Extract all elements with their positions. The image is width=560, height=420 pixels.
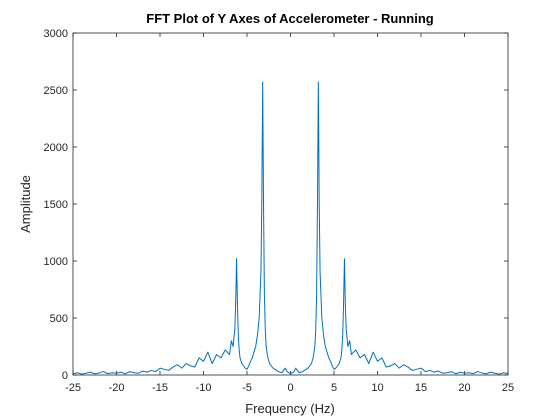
y-tick-label: 500 [50,313,68,325]
x-tick-label: -25 [65,382,81,394]
y-axis-label: Amplitude [18,175,33,233]
x-tick-label: -15 [152,382,168,394]
x-tick-label: -10 [196,382,212,394]
x-tick-label: 25 [502,382,514,394]
y-tick-label: 1000 [44,256,68,268]
y-tick-label: 2000 [44,142,68,154]
x-tick-label: 5 [331,382,337,394]
x-tick-label: 20 [458,382,470,394]
y-axis: 0 500 1000 1500 2000 2500 3000 [44,28,508,382]
y-tick-label: 0 [62,370,68,382]
y-tick-label: 2500 [44,85,68,97]
x-tick-label: 0 [287,382,293,394]
chart-title: FFT Plot of Y Axes of Accelerometer - Ru… [146,11,434,26]
x-tick-label: -5 [242,382,252,394]
x-tick-label: -20 [109,382,125,394]
x-tick-label: 10 [371,382,383,394]
y-tick-label: 1500 [44,199,68,211]
series-line [72,81,509,375]
y-tick-label: 3000 [44,28,68,40]
x-tick-label: 15 [415,382,427,394]
plot-box [72,32,509,376]
x-axis-label: Frequency (Hz) [245,401,335,416]
plot-area [73,33,508,375]
x-axis: -25 -20 -15 -10 -5 0 5 10 15 20 25 [65,33,514,394]
